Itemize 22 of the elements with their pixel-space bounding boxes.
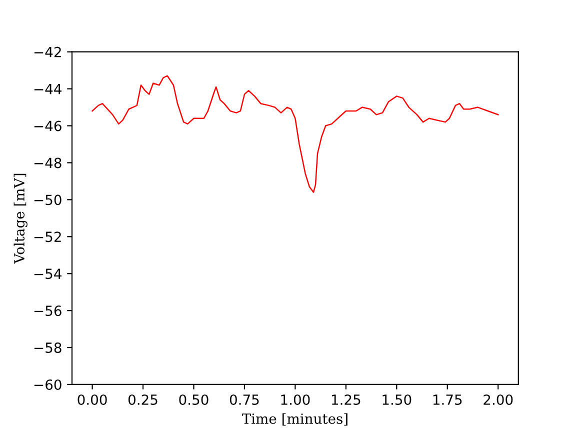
y-axis-title: Voltage [mV] — [14, 174, 28, 264]
x-tick-label: 0.25 — [128, 394, 158, 405]
y-tick-label: −50 — [34, 194, 62, 206]
y-tick-label: −58 — [34, 342, 62, 353]
x-axis-title: Time [minutes] — [242, 413, 348, 426]
y-tick-label: −48 — [34, 158, 62, 168]
x-tick-label: 0.00 — [78, 394, 107, 405]
y-tick-label: −46 — [34, 120, 62, 132]
y-tick-label: −60 — [34, 379, 62, 390]
x-tick-label: 0.75 — [230, 394, 259, 405]
x-tick-label: 0.50 — [179, 394, 208, 405]
y-tick-label: −42 — [34, 46, 61, 58]
x-tick-label: 2.00 — [484, 394, 513, 405]
x-tick-label: 1.00 — [281, 394, 310, 405]
x-tick-label: 1.25 — [332, 394, 360, 405]
y-tick-label: −52 — [34, 232, 61, 242]
y-tick-label: −54 — [34, 268, 62, 280]
x-tick-label: 1.75 — [433, 394, 462, 405]
x-tick-label: 1.50 — [382, 394, 412, 405]
y-tick-label: −44 — [34, 84, 62, 94]
y-tick-label: −56 — [34, 306, 62, 316]
line-series — [92, 75, 499, 193]
